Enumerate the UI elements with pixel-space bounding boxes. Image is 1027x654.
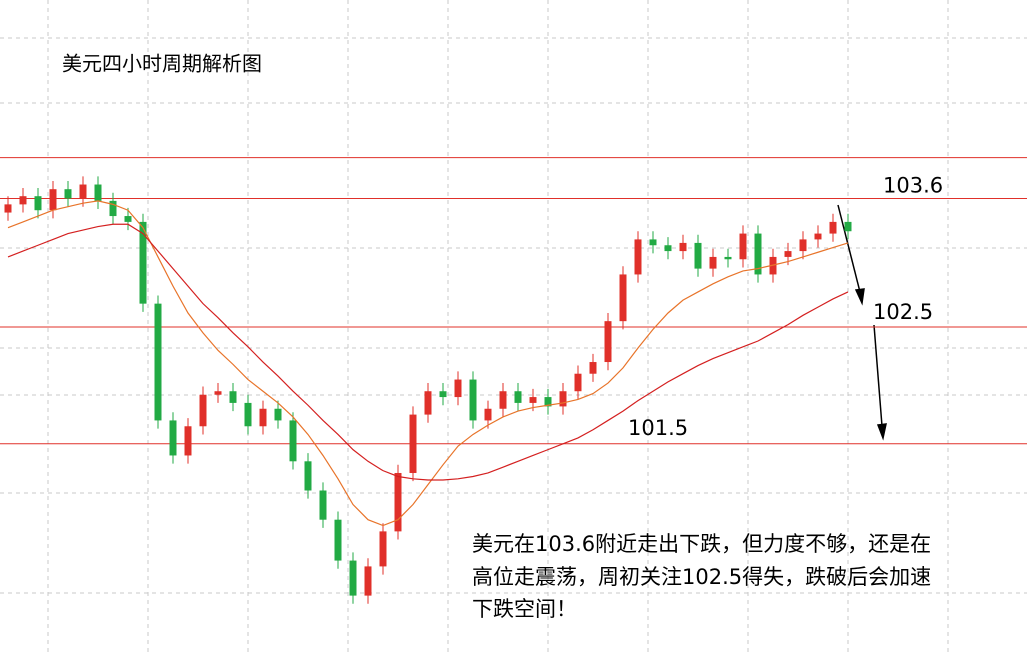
candle-body — [724, 256, 732, 260]
chart-title: 美元四小时周期解析图 — [62, 52, 262, 76]
candle-body — [784, 251, 792, 257]
candle-body — [199, 394, 207, 427]
candle-body — [439, 391, 447, 398]
candle-body — [574, 373, 582, 392]
level-label: 103.6 — [883, 174, 943, 198]
candle-body — [94, 184, 102, 201]
level-label: 101.5 — [628, 416, 688, 440]
candle-body — [754, 233, 762, 275]
candle-body — [34, 196, 42, 211]
candle-body — [409, 414, 417, 473]
arrow — [873, 324, 883, 427]
candle-body — [379, 531, 387, 567]
candle-body — [499, 391, 507, 409]
candle-body — [709, 256, 717, 269]
candle-body — [604, 321, 612, 363]
candle-body — [169, 420, 177, 456]
candle-body — [124, 216, 132, 222]
candle-body — [184, 426, 192, 456]
candle-body — [364, 566, 372, 596]
note-line: 下跌空间！ — [472, 597, 577, 621]
candle-body — [4, 204, 12, 213]
candle-body — [139, 221, 147, 304]
candle-body — [109, 200, 117, 217]
candle-body — [799, 239, 807, 252]
arrow — [837, 204, 861, 293]
candle-body — [529, 397, 537, 403]
projection-arrows — [837, 204, 887, 441]
candle-body — [334, 519, 342, 561]
note-line: 高位走震荡，周初关注102.5得失，跌破后会加速 — [472, 565, 931, 589]
candle-body — [154, 303, 162, 421]
candle-body — [814, 233, 822, 240]
candle-body — [559, 391, 567, 407]
candle-body — [679, 242, 687, 252]
candle-body — [589, 362, 597, 374]
candle-body — [64, 189, 72, 199]
moving-average-line — [7, 200, 849, 527]
candle-body — [619, 274, 627, 322]
note-line: 美元在103.6附近走出下跌，但力度不够，还是在 — [472, 532, 931, 556]
candle-body — [829, 221, 837, 234]
candle-body — [394, 472, 402, 532]
arrow-head — [876, 423, 887, 441]
candle-body — [664, 245, 672, 252]
candle-body — [304, 461, 312, 491]
arrow-head — [854, 288, 865, 306]
candle-body — [424, 391, 432, 415]
candle-body — [634, 239, 642, 275]
candle-body — [544, 397, 552, 407]
candle-body — [484, 408, 492, 421]
level-label: 102.5 — [873, 300, 933, 324]
candle-body — [259, 408, 267, 427]
candle-body — [649, 239, 657, 246]
candle-body — [289, 420, 297, 462]
candle-body — [229, 391, 237, 403]
candle-body — [454, 379, 462, 398]
candle-body — [79, 184, 87, 199]
candle-body — [319, 490, 327, 520]
candle-body — [739, 233, 747, 260]
candle-body — [244, 402, 252, 427]
candle-body — [19, 196, 27, 205]
candle-body — [844, 221, 852, 232]
moving-average-line — [7, 223, 849, 481]
candle-body — [214, 391, 222, 395]
candle-body — [274, 408, 282, 421]
candle-body — [694, 242, 702, 269]
candle-body — [349, 560, 357, 596]
candle-body — [514, 391, 522, 403]
candle-body — [469, 379, 477, 421]
candle-body — [49, 189, 57, 211]
